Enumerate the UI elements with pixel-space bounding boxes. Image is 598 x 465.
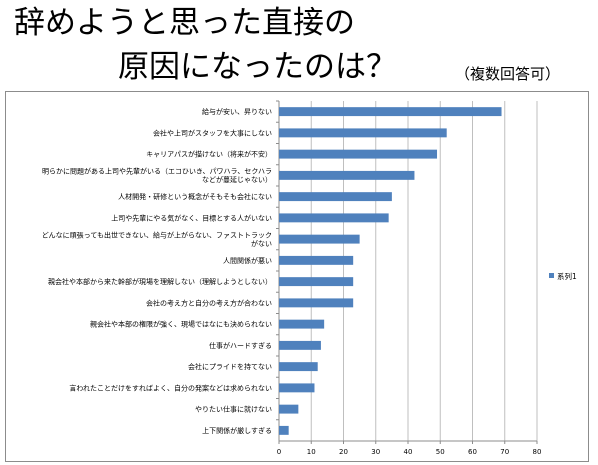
legend-label: 系列1 (557, 271, 577, 281)
y-category-label-line: 上下関係が厳しすぎる (202, 426, 272, 435)
bar (279, 383, 315, 393)
y-category-label-line: 言われたことだけをすればよく、自分の発案などは求められない (69, 383, 272, 392)
y-category-label-line: 親会社や本部から来た幹部が現場を理解しない（理解しようとしない） (48, 277, 272, 286)
bar (279, 192, 392, 202)
x-tick-label: 20 (339, 448, 348, 456)
y-category-label-line: 仕事がハードすぎる (209, 341, 272, 350)
y-category-label-line: 会社や上司がスタッフを大事にしない (153, 128, 272, 137)
y-category-label: 明らかに問題がある上司や先輩がいる（エコひいき、パワハラ、セクハラなどが蔓延じゃ… (42, 167, 272, 185)
bar (279, 107, 502, 117)
y-category-label-line: どんなに頑張っても出世できない、給与が上がらない、ファストトラック (42, 230, 272, 239)
y-category-label: 上下関係が厳しすぎる (202, 426, 272, 435)
y-category-label: 会社にプライドを持てない (188, 362, 272, 371)
x-tick-label: 80 (533, 448, 542, 456)
bar (279, 425, 289, 435)
x-tick-label: 50 (436, 448, 445, 456)
y-category-label-line: などが蔓延じゃない） (202, 175, 272, 184)
x-tick-label: 40 (404, 448, 413, 456)
y-category-label-line: キャリアパスが描けない（将来が不安） (146, 150, 272, 159)
bar (279, 298, 354, 308)
y-category-label: 親会社や本部の権限が強く、現場ではなにも決められない (90, 320, 272, 329)
y-category-label: どんなに頑張っても出世できない、給与が上がらない、ファストトラックがない (42, 230, 272, 248)
y-category-label: 人間関係が悪い (223, 256, 272, 265)
y-category-label: 給与が安い、昇りない (202, 107, 272, 116)
bar (279, 319, 325, 329)
y-category-label: やりたい仕事に就けない (195, 405, 272, 414)
y-category-label-line: 人材開発・研修という概念がそもそも会社にない (118, 192, 272, 201)
x-tick-label: 30 (371, 448, 380, 456)
bar (279, 255, 354, 265)
x-tick-label: 10 (307, 448, 316, 456)
bar (279, 128, 447, 138)
y-category-label: 上司や先輩にやる気がなく、目標とする人がいない (111, 213, 272, 222)
y-category-label-line: 会社にプライドを持てない (188, 362, 272, 371)
bar (279, 149, 438, 159)
slide-subtitle: （複数回答可） (455, 65, 561, 83)
bar (279, 404, 299, 414)
bar (279, 213, 389, 223)
y-category-label: 親会社や本部から来た幹部が現場を理解しない（理解しようとしない） (48, 277, 272, 286)
bar (279, 362, 318, 372)
bar (279, 340, 321, 350)
y-category-label-line: やりたい仕事に就けない (195, 405, 272, 414)
y-category-label: 言われたことだけをすればよく、自分の発案などは求められない (69, 383, 272, 392)
bar (279, 234, 360, 244)
y-category-label-line: 人間関係が悪い (223, 256, 272, 265)
x-tick-label: 60 (468, 448, 477, 456)
y-category-label-line: がない (251, 239, 272, 248)
slide-title-line1: 辞めようと思った直接の (14, 5, 355, 41)
y-category-label: 会社や上司がスタッフを大事にしない (153, 128, 272, 137)
legend-swatch (549, 273, 554, 278)
y-category-label: 人材開発・研修という概念がそもそも会社にない (118, 192, 272, 201)
slide-title-line2: 原因になったのは？ (118, 49, 397, 85)
y-category-label-line: 会社の考え方と自分の考え方が合わない (146, 298, 272, 307)
x-tick-label: 70 (500, 448, 509, 456)
bar (279, 170, 415, 180)
y-category-label: キャリアパスが描けない（将来が不安） (146, 150, 272, 159)
y-category-label-line: 上司や先輩にやる気がなく、目標とする人がいない (111, 213, 272, 222)
y-category-label: 会社の考え方と自分の考え方が合わない (146, 298, 272, 307)
bar (279, 277, 354, 287)
y-category-label-line: 親会社や本部の権限が強く、現場ではなにも決められない (90, 320, 272, 329)
y-category-label-line: 給与が安い、昇りない (202, 107, 272, 116)
y-category-label: 仕事がハードすぎる (209, 341, 272, 350)
x-tick-label: 0 (277, 448, 281, 456)
y-category-label-line: 明らかに問題がある上司や先輩がいる（エコひいき、パワハラ、セクハラ (42, 167, 272, 176)
